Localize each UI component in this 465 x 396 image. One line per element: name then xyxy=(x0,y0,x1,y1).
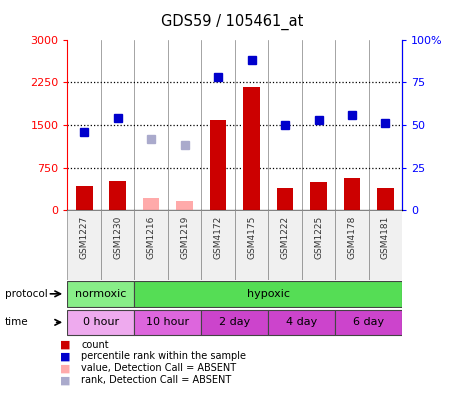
Text: GSM1227: GSM1227 xyxy=(80,216,89,259)
Bar xyxy=(268,310,335,335)
Bar xyxy=(277,188,293,210)
Bar xyxy=(201,310,268,335)
Text: GSM1230: GSM1230 xyxy=(113,216,122,259)
Text: 4 day: 4 day xyxy=(286,317,318,327)
Bar xyxy=(143,198,159,210)
Bar xyxy=(67,310,134,335)
Text: rank, Detection Call = ABSENT: rank, Detection Call = ABSENT xyxy=(81,375,232,385)
Text: ■: ■ xyxy=(60,339,71,350)
Bar xyxy=(344,178,360,210)
Text: protocol: protocol xyxy=(5,289,47,299)
Text: GSM4181: GSM4181 xyxy=(381,216,390,259)
Bar xyxy=(201,210,235,280)
Bar xyxy=(67,281,134,307)
Text: GSM1219: GSM1219 xyxy=(180,216,189,259)
Bar xyxy=(302,210,335,280)
Bar xyxy=(210,120,226,210)
Text: normoxic: normoxic xyxy=(75,289,126,299)
Bar xyxy=(235,210,268,280)
Text: GSM1216: GSM1216 xyxy=(146,216,156,259)
Bar xyxy=(101,210,134,280)
Text: GDS59 / 105461_at: GDS59 / 105461_at xyxy=(161,14,304,30)
Bar xyxy=(134,210,168,280)
Bar xyxy=(67,210,101,280)
Text: ■: ■ xyxy=(60,351,71,362)
Bar xyxy=(335,310,402,335)
Bar xyxy=(377,188,394,210)
Text: percentile rank within the sample: percentile rank within the sample xyxy=(81,351,246,362)
Bar xyxy=(268,210,302,280)
Text: 10 hour: 10 hour xyxy=(146,317,189,327)
Text: ■: ■ xyxy=(60,363,71,373)
Bar xyxy=(243,87,260,210)
Bar xyxy=(176,201,193,210)
Text: hypoxic: hypoxic xyxy=(247,289,290,299)
Text: time: time xyxy=(5,317,28,327)
Text: value, Detection Call = ABSENT: value, Detection Call = ABSENT xyxy=(81,363,237,373)
Text: GSM1225: GSM1225 xyxy=(314,216,323,259)
Text: GSM4172: GSM4172 xyxy=(213,216,223,259)
Bar xyxy=(168,210,201,280)
Text: GSM1222: GSM1222 xyxy=(280,216,290,259)
Bar xyxy=(134,281,402,307)
Text: GSM4178: GSM4178 xyxy=(347,216,357,259)
Text: 2 day: 2 day xyxy=(219,317,251,327)
Bar xyxy=(369,210,402,280)
Text: 0 hour: 0 hour xyxy=(83,317,119,327)
Text: 6 day: 6 day xyxy=(353,317,384,327)
Text: ■: ■ xyxy=(60,375,71,385)
Bar xyxy=(134,310,201,335)
Bar xyxy=(335,210,369,280)
Bar xyxy=(310,183,327,210)
Bar xyxy=(109,181,126,210)
Text: count: count xyxy=(81,339,109,350)
Text: GSM4175: GSM4175 xyxy=(247,216,256,259)
Bar xyxy=(76,186,93,210)
